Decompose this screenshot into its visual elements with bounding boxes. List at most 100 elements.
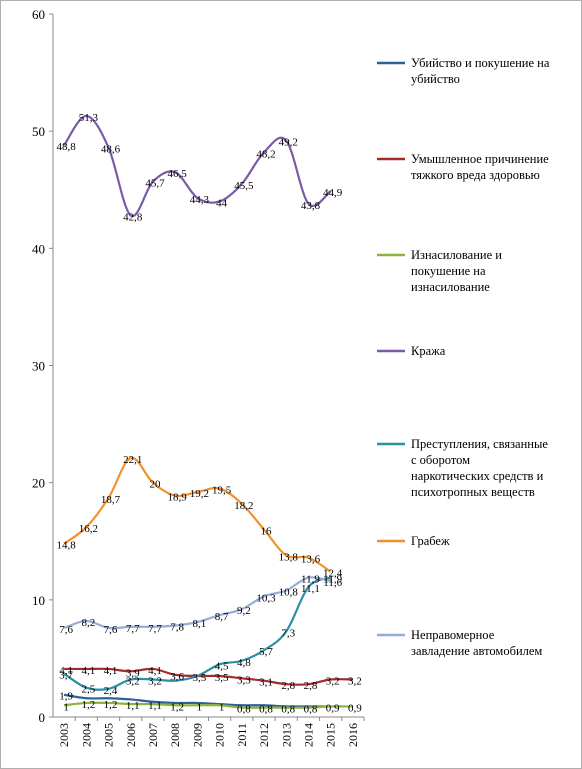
x-tick-label: 2007 — [146, 723, 160, 747]
y-tick-label: 50 — [32, 124, 45, 139]
data-label: 18,9 — [168, 492, 188, 504]
series-line-0 — [63, 693, 331, 708]
data-label: 8,2 — [81, 617, 95, 629]
data-label: 3,3 — [237, 674, 251, 686]
data-label: 14,8 — [56, 540, 76, 552]
data-label: 49,2 — [279, 137, 298, 149]
data-label: 13,6 — [301, 554, 321, 566]
legend-label: Изнасилование и покушение на изнасилование — [411, 248, 502, 294]
data-label: 0,8 — [237, 704, 251, 716]
series-line-4 — [63, 576, 332, 691]
data-label: 1,2 — [104, 699, 118, 711]
x-tick-label: 2013 — [279, 723, 293, 747]
x-tick-label: 2006 — [124, 723, 138, 747]
data-label: 1,2 — [170, 701, 184, 713]
data-label: 1,2 — [81, 699, 95, 711]
data-label: 3,2 — [326, 676, 340, 688]
series-line-6 — [63, 576, 331, 630]
data-label: 7,6 — [104, 624, 118, 636]
data-label: 3,7 — [59, 670, 73, 682]
y-tick-label: 40 — [32, 241, 45, 256]
series-line-5 — [63, 456, 332, 573]
data-label: 8,1 — [193, 618, 207, 630]
x-tick-label: 2011 — [235, 723, 249, 747]
data-label: 0,8 — [259, 704, 273, 716]
data-label: 1 — [219, 701, 225, 713]
data-labels: 1,9 4,1 4,1 4,1 3,9 4,1 3,6 3,5 3,5 3,3 3,1 2,8 2,8 3… — [56, 112, 362, 716]
data-label: 48,8 — [56, 141, 76, 153]
data-label: 16,2 — [79, 523, 98, 535]
legend-label: Убийство и покушение на убийство — [411, 56, 550, 86]
y-tick-label: 10 — [32, 593, 45, 608]
data-label: 7,6 — [59, 624, 73, 636]
data-label: 0,8 — [281, 704, 295, 716]
data-label: 51,3 — [79, 112, 99, 124]
data-label: 8,7 — [215, 611, 229, 623]
legend-label: Преступления, связанные с оборотом наркоти… — [411, 437, 548, 499]
series-line-2 — [63, 701, 353, 709]
data-label: 7,7 — [126, 623, 140, 635]
data-label: 4,1 — [59, 665, 73, 677]
x-tick-label: 2010 — [213, 723, 227, 747]
data-label: 11,6 — [323, 577, 342, 589]
data-label: 19,2 — [190, 488, 209, 500]
data-label: 2,4 — [104, 685, 118, 697]
y-tick-label: 30 — [32, 359, 45, 374]
data-label: 3,2 — [148, 676, 162, 688]
legend-label: Грабеж — [411, 534, 450, 548]
series-lines — [63, 114, 353, 709]
data-label: 2,5 — [81, 684, 95, 696]
data-label: 3,9 — [126, 667, 140, 679]
data-label: 3,2 — [348, 676, 362, 688]
data-label: 10,3 — [256, 592, 276, 604]
legend: Убийство и покушение на убийство Умышленно… — [377, 56, 550, 658]
data-label: 10,8 — [279, 586, 299, 598]
y-tick-label: 60 — [32, 7, 45, 22]
data-label: 3,1 — [259, 677, 273, 689]
x-tick-label: 2012 — [257, 723, 271, 747]
data-label: 18,7 — [101, 494, 121, 506]
legend-label: Кража — [411, 344, 446, 358]
data-label: 46,5 — [168, 168, 188, 180]
series-line-3 — [63, 114, 332, 218]
x-tick-label: 2003 — [57, 723, 71, 747]
x-tick-label: 2008 — [168, 723, 182, 747]
x-tick-label: 2005 — [102, 723, 116, 747]
data-label: 4,8 — [237, 657, 251, 669]
data-label: 48,2 — [256, 148, 275, 160]
data-label: 42,8 — [123, 212, 143, 224]
legend-label: Неправомерное завладение автомобилем — [411, 628, 542, 658]
data-label: 11,1 — [301, 583, 320, 595]
data-label: 2,8 — [281, 680, 295, 692]
data-label: 3,5 — [193, 672, 207, 684]
data-label: 7,7 — [148, 623, 162, 635]
data-label: 4,1 — [148, 665, 162, 677]
data-label: 0,9 — [348, 702, 362, 714]
x-tick-label: 2014 — [301, 723, 315, 747]
data-label: 11,9 — [301, 574, 320, 586]
data-label: 16 — [261, 526, 273, 538]
data-label: 1 — [63, 701, 69, 713]
data-label: 3,2 — [126, 676, 140, 688]
data-label: 44,3 — [190, 194, 210, 206]
legend-label: Умышленное причинение тяжкого вреда здоро… — [411, 152, 549, 182]
data-label: 1 — [197, 701, 203, 713]
y-tick-label: 0 — [39, 710, 46, 725]
data-label: 3,5 — [215, 672, 229, 684]
data-label: 44 — [216, 197, 228, 209]
data-label: 1,1 — [148, 700, 162, 712]
data-label: 48,6 — [101, 144, 121, 156]
series-line-1 — [64, 667, 353, 686]
data-label: 18,2 — [234, 500, 253, 512]
x-tick-label: 2015 — [324, 723, 338, 747]
data-label: 7,3 — [281, 627, 295, 639]
x-tick-label: 2016 — [346, 723, 360, 747]
data-label: 1,1 — [126, 700, 140, 712]
data-label: 7,8 — [170, 622, 184, 634]
data-label: 19,5 — [212, 485, 232, 497]
data-label: 11,9 — [323, 574, 342, 586]
data-label: 0,8 — [304, 704, 318, 716]
data-label: 12,4 — [323, 568, 343, 580]
